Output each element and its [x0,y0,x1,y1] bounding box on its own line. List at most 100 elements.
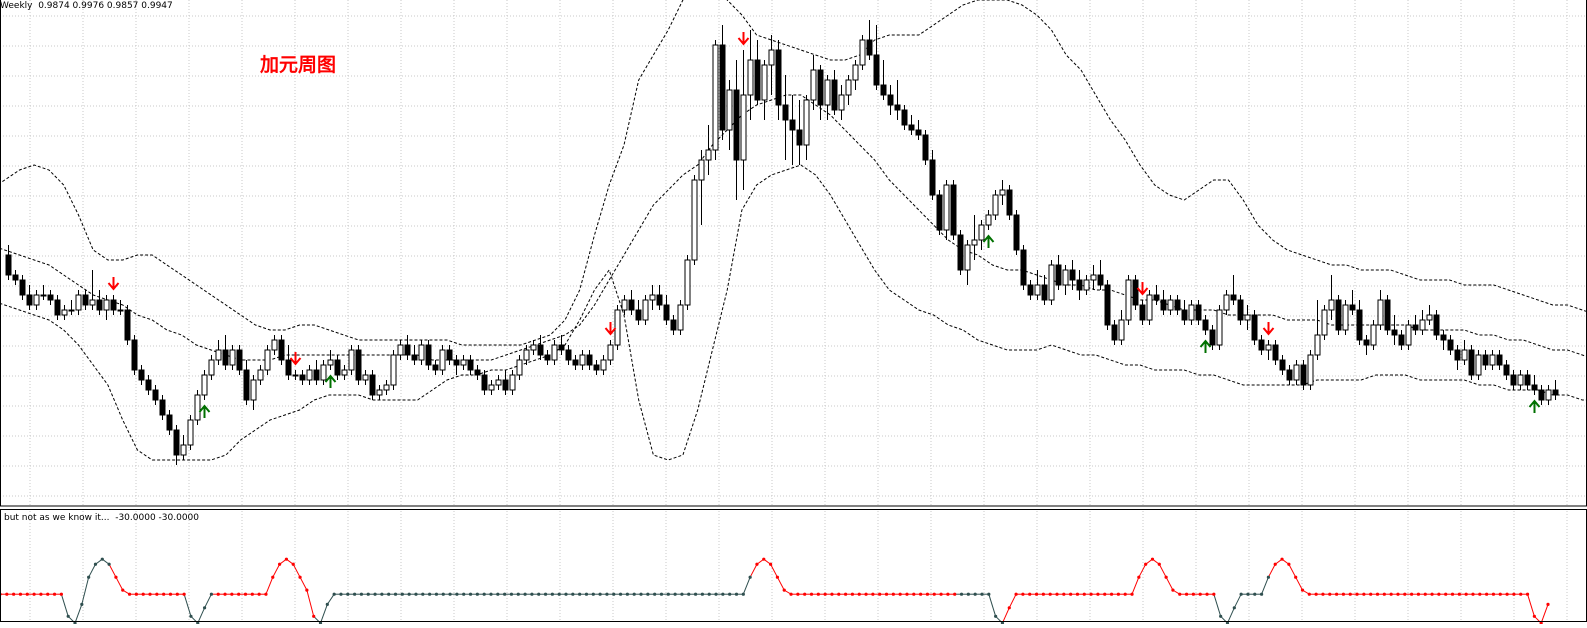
candle-body-down [537,344,544,356]
oscillator-point [1191,592,1195,596]
candle-body-down [425,344,432,366]
candle [481,370,488,395]
oscillator-point [1457,592,1461,596]
candle [1202,315,1209,335]
oscillator-point [796,592,800,596]
candle-body-up [61,309,68,316]
candle-body-down [796,129,803,146]
candle [1272,340,1279,365]
oscillator-point [1328,592,1332,596]
candle [390,350,397,390]
candle-body-down [1433,314,1440,336]
oscillator-point [107,562,111,566]
oscillator-point [127,592,132,596]
candle [1069,260,1076,290]
candle-body-up [726,89,733,131]
candle [1433,310,1440,340]
candle-body-up [194,394,201,421]
candle [446,345,453,365]
candle [621,295,628,315]
candle-body-down [1482,354,1489,366]
candle-body-down [1335,299,1342,331]
candle-body-up [201,374,208,396]
candle [474,365,481,380]
candle-body-up [677,304,684,331]
candle [558,335,565,355]
candle-body-down [1447,339,1454,351]
candle-body-up [341,369,348,376]
oscillator-point [32,592,36,596]
oscillator-point [189,614,193,618]
candle-body-down [775,49,782,106]
buy-arrow-icon [1199,339,1212,353]
candle [222,335,229,370]
candle-body-up [271,339,278,351]
candle-body-down [1440,334,1447,341]
oscillator-point [775,575,780,579]
oscillator-segment [292,564,301,578]
oscillator-point [823,592,827,596]
oscillator-point [66,614,70,618]
candle-body-down [432,364,439,371]
oscillator-segment [770,564,778,578]
oscillator-point [959,592,964,596]
oscillator-point [809,592,814,596]
candle-body-down [1237,299,1244,321]
candle [411,345,418,365]
price-header: Weekly 0.9874 0.9976 0.9857 0.9947 [0,1,173,11]
candle-body-down [656,294,663,306]
candle [1377,290,1384,330]
oscillator-point [134,592,138,596]
oscillator-segment [1227,607,1235,624]
candle-body-up [600,359,607,371]
oscillator-point [1505,592,1509,596]
candle-body-up [747,59,754,96]
candle [677,300,684,335]
candle [1293,360,1300,385]
oscillator-segment [742,577,751,595]
oscillator-point [339,592,343,596]
candle-body-down [467,359,474,371]
chart-annotation: 加元周图 [260,54,337,76]
oscillator-point [1028,592,1032,596]
band-upper-line [0,0,1587,346]
candle [89,270,96,310]
candle-body-down [369,374,376,396]
candle-body-up [516,359,523,376]
candle [908,115,915,135]
candle [1356,300,1363,345]
oscillator-segment [1008,593,1017,609]
candle-body-up [460,359,467,366]
oscillator-point [1246,592,1250,596]
candle-body-up [985,214,992,226]
candle [243,360,250,405]
candle [1349,290,1356,315]
oscillator-point [387,592,391,596]
candle-body-up [75,294,82,311]
candle-body-up [376,389,383,396]
candle [509,370,516,395]
oscillator-segment [108,564,117,578]
oscillator-point [1266,575,1271,579]
candle [733,60,740,200]
candle [873,25,880,90]
oscillator-point [618,592,623,596]
oscillator-segment [326,593,335,605]
candle-body-down [1132,279,1139,306]
candle-body-up [68,309,75,312]
candle-body-down [789,119,796,131]
candle [1440,330,1447,350]
candle [901,105,908,130]
candle-body-up [180,444,187,456]
candle [1265,340,1272,360]
oscillator-segment [1267,564,1276,578]
oscillator-segment [306,589,315,617]
oscillator-point [1184,592,1189,596]
candle [292,370,299,380]
candle [670,315,677,335]
oscillator-point [557,592,561,596]
candle-body-down [1041,284,1048,301]
oscillator-point [1116,592,1120,596]
oscillator-segment [1295,576,1303,591]
candle-body-up [306,369,313,381]
